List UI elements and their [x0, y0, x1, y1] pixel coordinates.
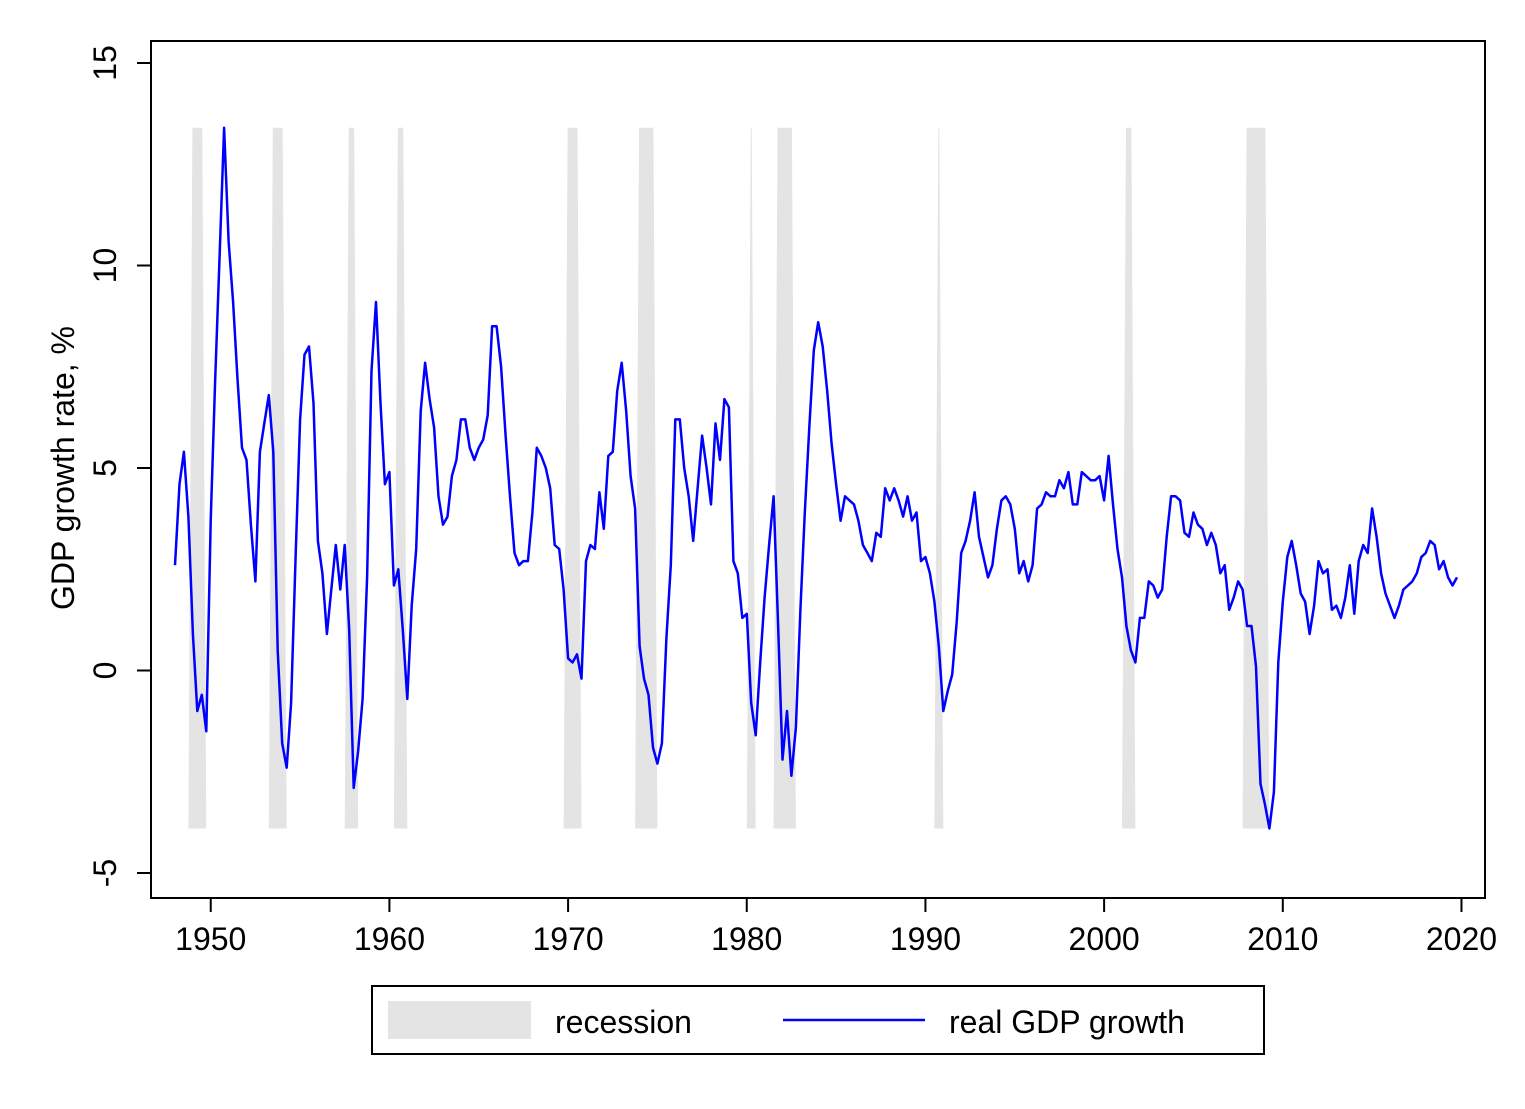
legend: recession real GDP growth — [371, 985, 1265, 1055]
legend-swatch-recession — [388, 1001, 531, 1039]
x-tick-label: 1990 — [890, 921, 961, 957]
x-tick-label: 1970 — [532, 921, 603, 957]
x-tick-label: 2000 — [1069, 921, 1140, 957]
x-tick-label: 1960 — [354, 921, 425, 957]
y-tick-label: 5 — [87, 459, 123, 477]
plot-frame — [150, 40, 1486, 899]
legend-label-recession: recession — [555, 1004, 692, 1040]
y-axis-label: GDP growth rate, % — [45, 326, 81, 610]
recession-band — [934, 127, 944, 829]
x-tick-label: 2010 — [1247, 921, 1318, 957]
y-tick-label: -5 — [87, 859, 123, 887]
gdp-growth-line — [173, 126, 1459, 830]
y-tick-label: 0 — [87, 662, 123, 680]
y-axis: -5 0 5 10 15 — [87, 45, 151, 887]
legend-label-gdp: real GDP growth — [949, 1004, 1185, 1040]
y-tick-label: 10 — [87, 248, 123, 284]
recession-band — [344, 127, 359, 829]
x-tick-label: 1950 — [175, 921, 246, 957]
x-tick-label: 2020 — [1426, 921, 1497, 957]
x-axis: 1950 1960 1970 1980 1990 2000 2010 2020 — [175, 898, 1497, 957]
gdp-line-layer — [173, 126, 1459, 830]
y-tick-label: 15 — [87, 45, 123, 81]
recession-band — [268, 127, 287, 829]
recession-band — [1242, 127, 1270, 829]
x-tick-label: 1980 — [711, 921, 782, 957]
